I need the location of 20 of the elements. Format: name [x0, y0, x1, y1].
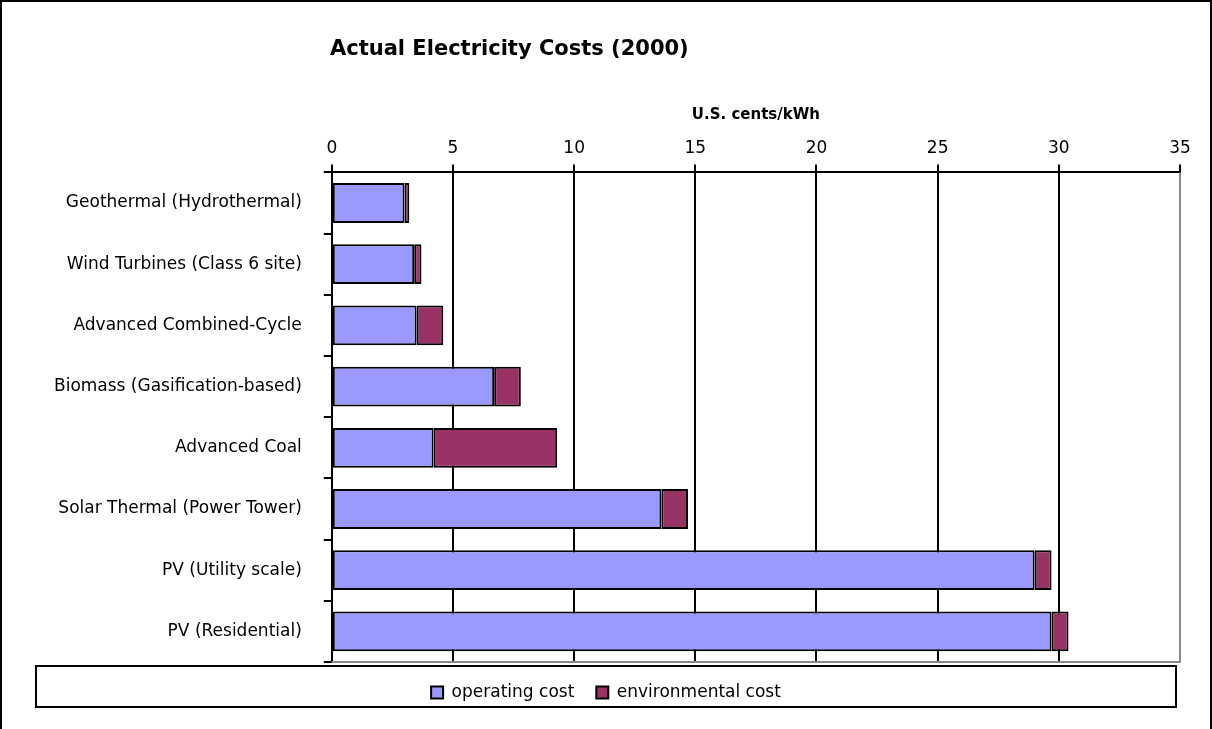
- x-tick-label: 0: [326, 136, 338, 157]
- x-tick-label: 20: [805, 136, 828, 157]
- legend-label: environmental cost: [616, 680, 782, 701]
- x-tick-label: 30: [1048, 136, 1070, 157]
- y-tick-label: Wind Turbines (Class 6 site): [66, 252, 302, 273]
- x-tick-label: 15: [684, 136, 707, 157]
- legend-label: operating cost: [451, 680, 575, 701]
- y-tick-label: PV (Utility scale): [162, 558, 302, 579]
- x-tick-label: 35: [1169, 136, 1191, 157]
- x-tick-label: 5: [447, 136, 459, 157]
- x-tick-label: 10: [563, 136, 585, 157]
- y-tick-label: Advanced Coal: [175, 436, 302, 457]
- y-tick-label: Solar Thermal (Power Tower): [58, 497, 302, 518]
- y-tick-label: PV (Residential): [167, 619, 302, 640]
- y-tick-label: Geothermal (Hydrothermal): [65, 191, 302, 212]
- y-tick-label: Biomass (Gasification-based): [53, 375, 302, 396]
- chart-title: Actual Electricity Costs (2000): [330, 36, 689, 60]
- x-tick-label: 25: [926, 136, 949, 157]
- x-axis-title: U.S. cents/kWh: [691, 104, 820, 123]
- y-tick-label: Advanced Combined-Cycle: [73, 313, 302, 334]
